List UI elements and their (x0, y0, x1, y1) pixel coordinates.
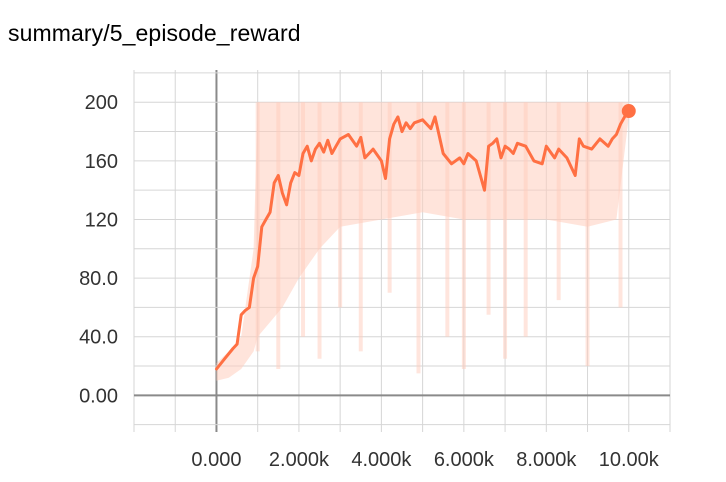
series-end-marker (621, 104, 636, 119)
x-tick-label: 2.000k (269, 449, 330, 471)
x-tick-label: 4.000k (351, 449, 412, 471)
y-tick-label: 120 (85, 209, 118, 231)
smoothed-series-line (215, 109, 631, 371)
y-tick-label: 160 (85, 151, 118, 173)
chart-title: summary/5_episode_reward (8, 20, 301, 46)
x-tick-label: 10.00k (599, 449, 660, 471)
y-tick-label: 0.00 (79, 385, 118, 407)
x-tick-label: 0.000 (191, 449, 241, 471)
y-tick-label: 40.0 (79, 327, 118, 349)
x-tick-label: 8.000k (516, 449, 577, 471)
y-tick-label: 80.0 (79, 268, 118, 290)
y-tick-label: 200 (85, 92, 118, 114)
x-tick-label: 6.000k (434, 449, 495, 471)
